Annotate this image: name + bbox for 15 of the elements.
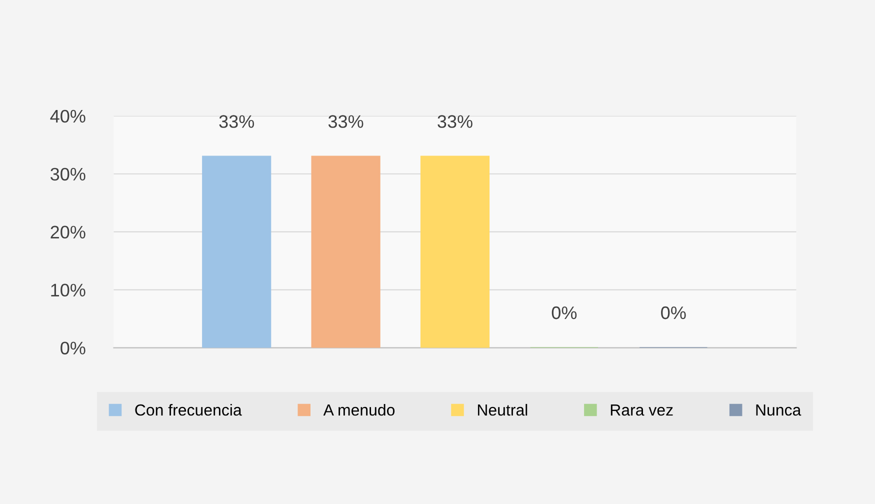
legend-label: Nunca — [756, 404, 802, 416]
legend-label: A menudo — [323, 404, 395, 416]
data-label: 0% — [552, 306, 577, 320]
y-tick-label: 40% — [50, 110, 86, 123]
data-label: 33% — [438, 115, 472, 128]
y-tick-label: 0% — [60, 342, 86, 354]
legend-label: Con frecuencia — [135, 404, 242, 416]
data-label: 0% — [661, 306, 686, 320]
data-label: 33% — [328, 115, 364, 128]
legend-label: Neutral — [478, 404, 528, 416]
data-label: 33% — [219, 115, 254, 128]
y-tick-label: 20% — [50, 226, 86, 239]
y-tick-label: 10% — [51, 284, 86, 297]
y-tick-label: 30% — [50, 168, 86, 181]
legend-label: Rara vez — [610, 404, 673, 416]
